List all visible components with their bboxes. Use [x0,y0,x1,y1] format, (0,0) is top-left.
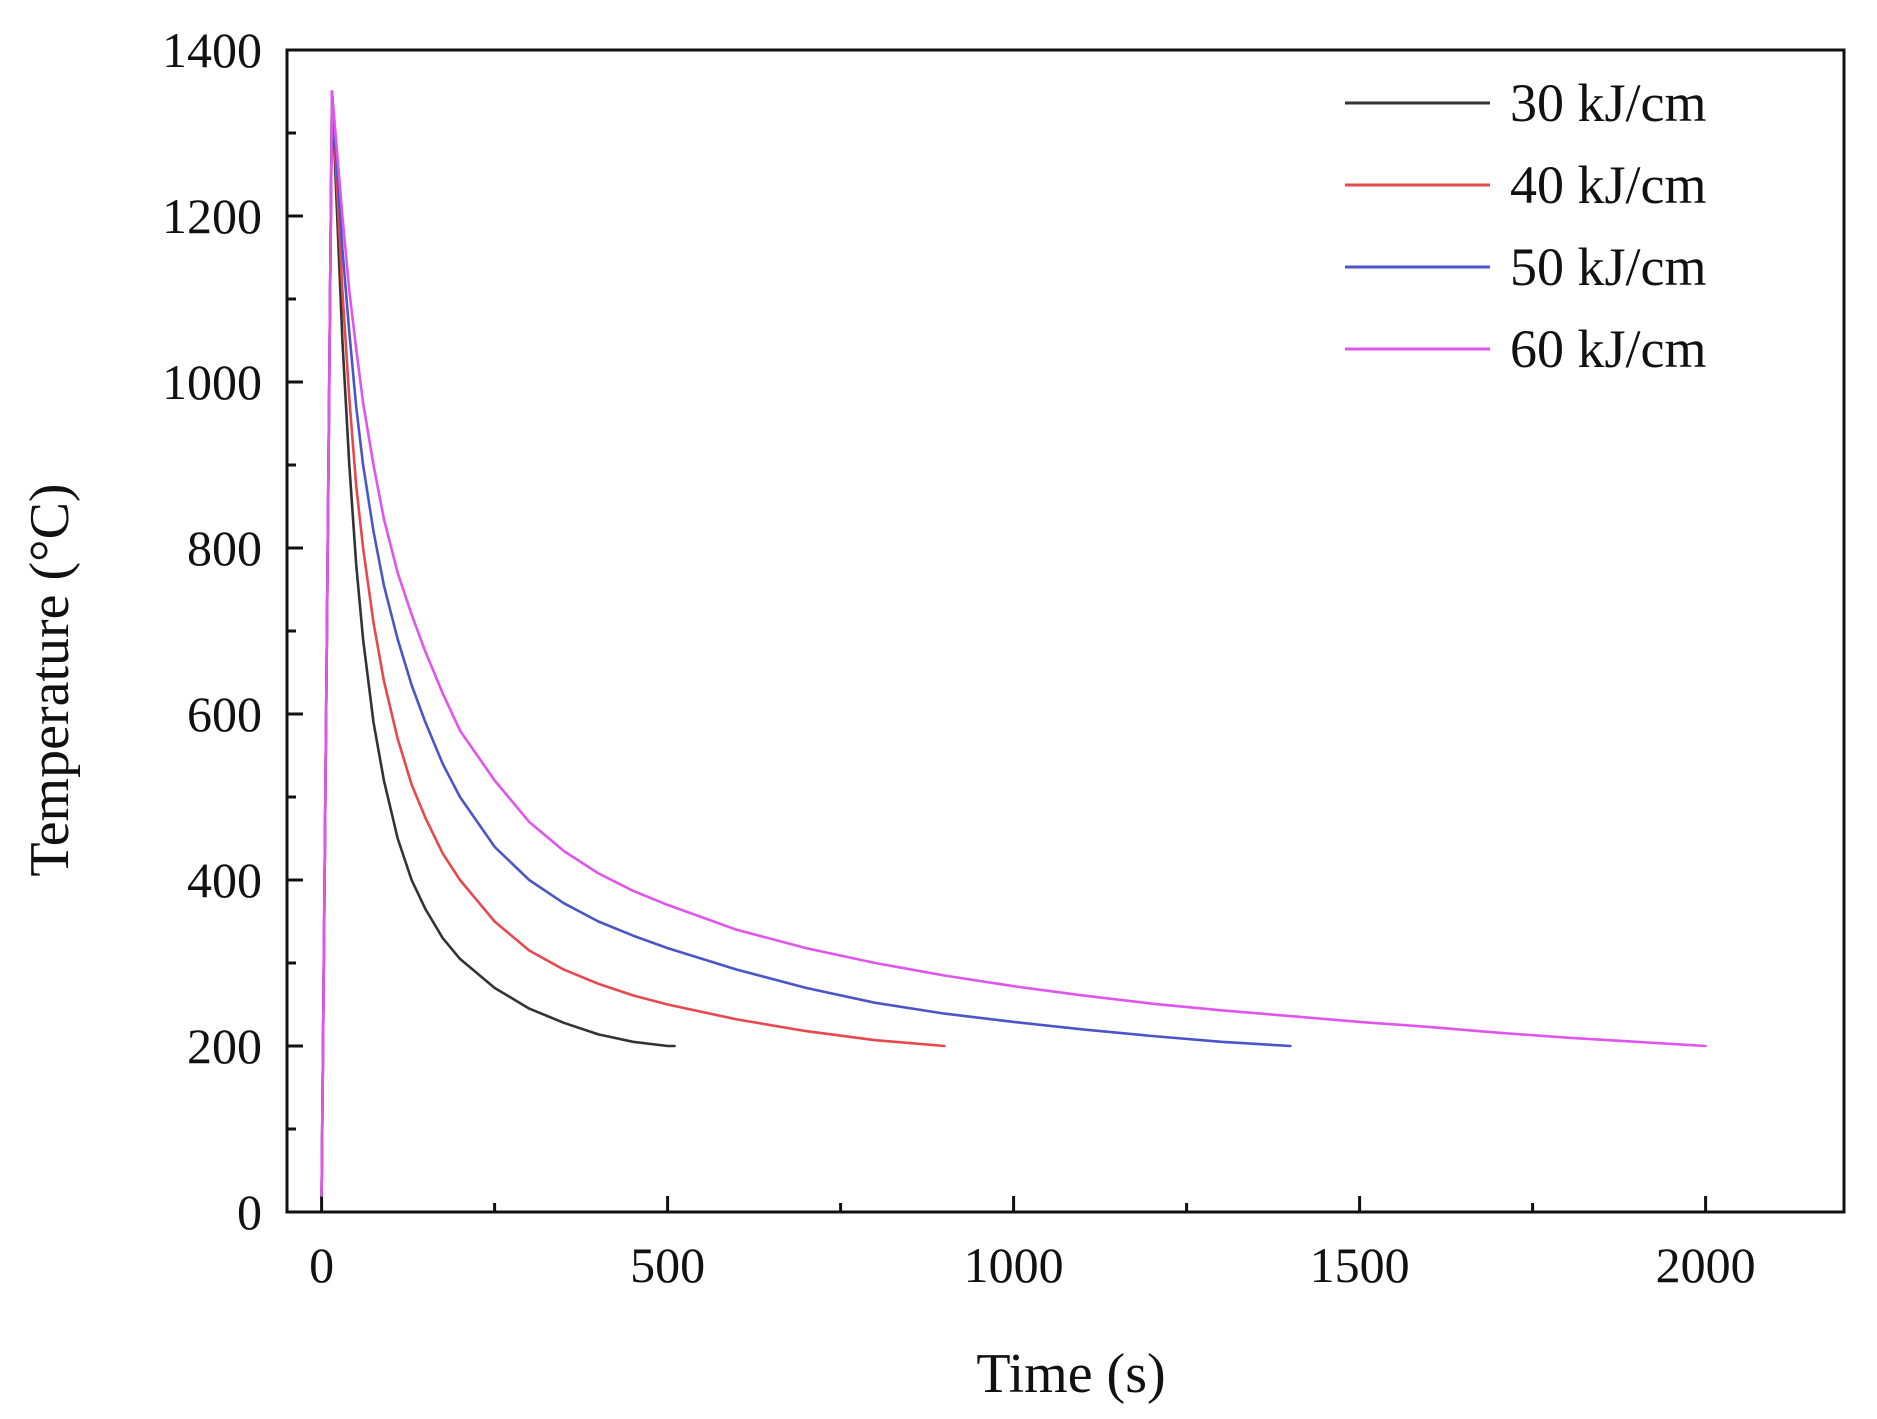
legend-label: 50 kJ/cm [1510,237,1707,297]
axis-tick-labels: 0 500 1000 1500 2000 0 200 400 600 800 1000 1200 140… [162,22,1756,1293]
plot-area-border [285,48,1846,1214]
y-axis-label: Temperature (°C) [19,483,81,876]
y-tick-label: 1200 [162,188,262,244]
legend: 30 kJ/cm 40 kJ/cm 50 kJ/cm 60 kJ/cm [1345,73,1707,379]
plot-frame [285,48,1846,1214]
series-line-30-kj-cm [320,90,676,1197]
legend-label: 40 kJ/cm [1510,155,1707,215]
y-tick-label: 400 [187,852,262,908]
x-axis-label: Time (s) [976,1343,1165,1405]
y-tick-label: 0 [237,1184,262,1240]
y-tick-label: 800 [187,520,262,576]
series-line-40-kj-cm [320,90,946,1197]
series-line-60-kj-cm [320,90,1707,1197]
legend-label: 60 kJ/cm [1510,319,1707,379]
axis-ticks [287,48,1708,1214]
x-tick-label: 0 [309,1237,334,1293]
x-tick-label: 1000 [964,1237,1064,1293]
y-tick-label: 200 [187,1018,262,1074]
series-lines [320,90,1707,1197]
x-tick-label: 2000 [1656,1237,1756,1293]
series-line-50-kj-cm [320,90,1292,1197]
y-tick-label: 600 [187,686,262,742]
y-tick-label: 1000 [162,354,262,410]
x-tick-label: 1500 [1310,1237,1410,1293]
legend-label: 30 kJ/cm [1510,73,1707,133]
x-tick-label: 500 [630,1237,705,1293]
y-tick-label: 1400 [162,22,262,78]
